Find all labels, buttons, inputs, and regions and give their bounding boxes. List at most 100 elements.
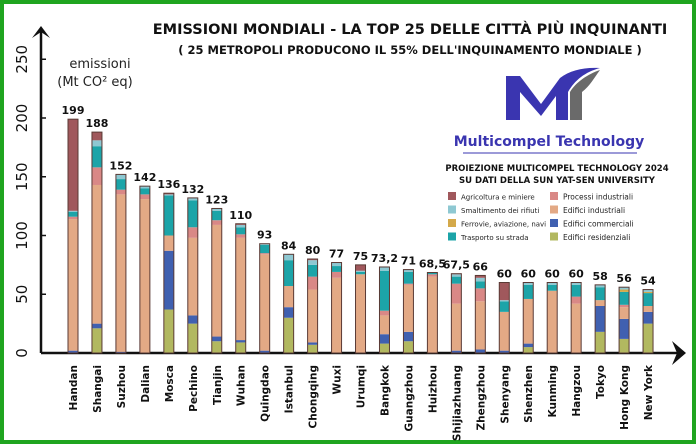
y-axis-label: emissioni bbox=[69, 57, 130, 72]
bar-segment bbox=[283, 307, 294, 318]
bar-segment bbox=[115, 194, 126, 352]
x-axis-arrow bbox=[672, 341, 686, 365]
source-line-1: PROIEZIONE MULTICOMPEL TECHNOLOGY 2024 bbox=[445, 164, 668, 174]
bar-segment bbox=[475, 281, 486, 289]
bar-segment bbox=[211, 336, 222, 342]
bar-segment bbox=[403, 341, 414, 353]
bar-segment bbox=[283, 254, 294, 261]
bar-total-label: 67,5 bbox=[443, 259, 470, 272]
bar-segment bbox=[307, 260, 318, 265]
bar-segment bbox=[91, 328, 102, 353]
bar-segment bbox=[187, 315, 198, 324]
x-tick-label: Tianjin bbox=[212, 365, 224, 405]
bar-segment bbox=[499, 300, 510, 302]
bar-segment bbox=[451, 303, 462, 351]
bar-segment bbox=[139, 188, 150, 195]
bar-total-label: 56 bbox=[616, 272, 632, 285]
bar-segment bbox=[547, 290, 558, 353]
bar-segment bbox=[139, 199, 150, 353]
bar-outline bbox=[355, 264, 367, 354]
bar-outline bbox=[642, 289, 654, 354]
bar-segment bbox=[595, 300, 606, 306]
bar-outline bbox=[115, 173, 127, 354]
bar-segment bbox=[235, 340, 246, 343]
y-tick-label: 150 bbox=[13, 162, 31, 191]
bar-total-label: 110 bbox=[229, 209, 252, 222]
bar-outline bbox=[331, 262, 343, 354]
bar-segment bbox=[211, 224, 222, 337]
bar-segment bbox=[163, 194, 174, 196]
bar-segment bbox=[571, 296, 582, 304]
bar-segment bbox=[307, 289, 318, 343]
y-axis-arrow bbox=[32, 26, 50, 38]
x-tick-label: Mosca bbox=[164, 365, 176, 402]
bar-segment bbox=[523, 282, 534, 285]
legend-swatch bbox=[550, 232, 558, 241]
bar-total-label: 60 bbox=[497, 268, 513, 281]
bar-segment bbox=[499, 311, 510, 351]
bar-total-label: 123 bbox=[205, 193, 228, 206]
bar-segment bbox=[68, 119, 78, 211]
x-tick-label: Shangai bbox=[92, 365, 104, 413]
x-tick-label: Suzhou bbox=[116, 365, 128, 408]
bar-outline bbox=[187, 197, 199, 354]
bar-total-label: 199 bbox=[62, 104, 85, 117]
bar-segment bbox=[139, 186, 150, 189]
bar-segment bbox=[643, 323, 654, 353]
y-tick-label: 0 bbox=[13, 348, 31, 358]
bar-segment bbox=[427, 274, 438, 277]
bar-segment bbox=[571, 303, 582, 353]
bar-segment bbox=[115, 351, 126, 353]
bar-segment bbox=[68, 350, 78, 353]
bar-outline bbox=[426, 272, 438, 354]
bar-total-label: 71 bbox=[401, 255, 416, 268]
bar-total-label: 93 bbox=[257, 229, 272, 242]
bar-segment bbox=[619, 287, 630, 290]
bar-outline bbox=[259, 243, 271, 354]
legend-swatch bbox=[448, 232, 456, 241]
x-tick-label: Guangzhou bbox=[403, 365, 415, 431]
bar-segment bbox=[355, 274, 366, 353]
bar-segment bbox=[235, 224, 246, 228]
bar-segment bbox=[403, 331, 414, 342]
bar-outline bbox=[402, 269, 414, 354]
bar-total-label: 66 bbox=[473, 260, 489, 273]
x-tick-label: Pechino bbox=[188, 365, 200, 412]
bar-outline bbox=[378, 266, 390, 354]
bar-outline bbox=[163, 192, 175, 354]
bar-segment bbox=[283, 260, 294, 287]
bar-segment bbox=[643, 293, 654, 306]
bar-total-label: 77 bbox=[329, 248, 344, 261]
bar-segment bbox=[379, 343, 390, 353]
bar-segment bbox=[475, 288, 486, 302]
bar-segment bbox=[259, 253, 270, 255]
bar-segment bbox=[403, 269, 414, 272]
bar-segment bbox=[427, 272, 438, 275]
bar-total-label: 60 bbox=[545, 268, 561, 281]
bar-segment bbox=[211, 220, 222, 225]
bar-segment bbox=[211, 210, 222, 221]
bar-segment bbox=[307, 276, 318, 290]
bar-segment bbox=[619, 291, 630, 305]
bar-segment bbox=[595, 284, 606, 288]
bar-segment bbox=[331, 266, 342, 272]
y-axis-unit: (Mt CO² eq) bbox=[57, 75, 133, 90]
legend-label: Smaltimento dei rifiuti bbox=[461, 207, 539, 215]
bar-segment bbox=[331, 277, 342, 353]
bar-segment bbox=[235, 342, 246, 353]
bar-segment bbox=[427, 276, 438, 353]
bar-segment bbox=[68, 216, 78, 220]
bar-segment bbox=[259, 254, 270, 351]
bar-segment bbox=[91, 132, 102, 141]
bar-segment bbox=[475, 301, 486, 350]
legend-label: Edifici industriali bbox=[563, 206, 625, 215]
legend-swatch bbox=[448, 219, 456, 227]
legend-label: Edifici residenziali bbox=[563, 233, 630, 242]
bar-segment bbox=[68, 212, 78, 217]
chart-subtitle: ( 25 METROPOLI PRODUCONO IL 55% DELL'INQ… bbox=[178, 43, 642, 57]
bar-outline bbox=[474, 274, 486, 354]
bar-segment bbox=[523, 284, 534, 299]
legend-label: Processi industriali bbox=[563, 193, 633, 202]
bar-segment bbox=[403, 271, 414, 284]
